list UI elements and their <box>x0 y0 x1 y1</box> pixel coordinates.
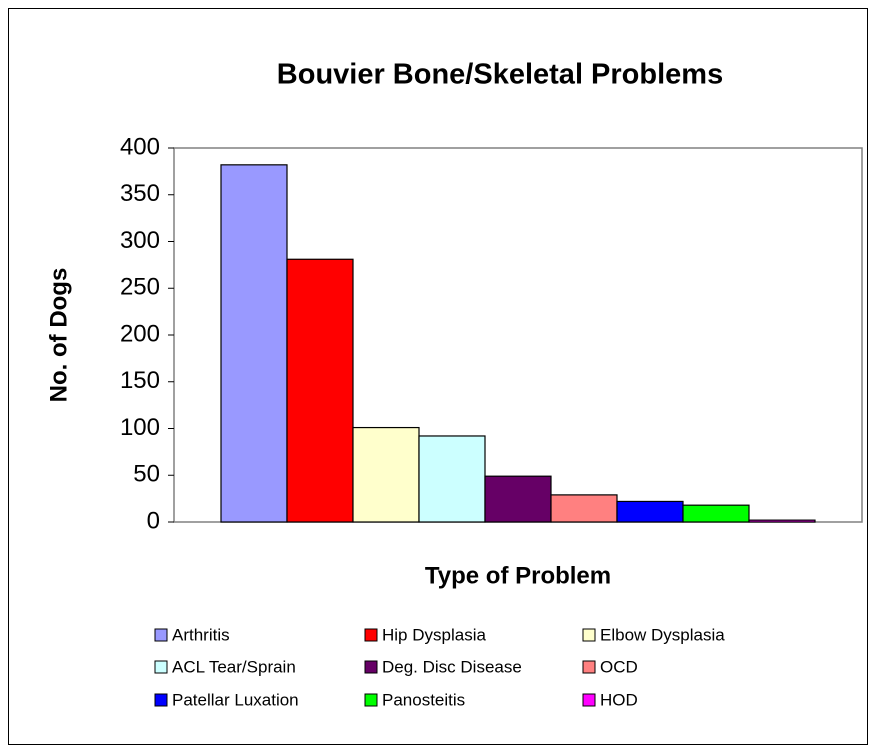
bar <box>418 435 486 523</box>
bar <box>220 164 288 523</box>
bar <box>484 475 552 523</box>
legend-swatch <box>582 693 596 707</box>
legend-swatch <box>364 693 378 707</box>
y-tick-label: 300 <box>120 227 160 254</box>
legend-swatch <box>154 628 168 642</box>
legend-label: Arthritis <box>172 625 230 644</box>
bar <box>550 494 618 523</box>
x-axis-label: Type of Problem <box>425 562 611 589</box>
legend-label: OCD <box>600 657 638 676</box>
legend-label: Deg. Disc Disease <box>382 657 522 676</box>
legend-swatch <box>154 693 168 707</box>
y-tick-label: 150 <box>120 367 160 394</box>
chart-border <box>8 8 868 745</box>
legend-swatch <box>582 660 596 674</box>
y-tick-label: 100 <box>120 414 160 441</box>
legend-swatch <box>364 660 378 674</box>
y-tick-label: 350 <box>120 180 160 207</box>
legend-label: Elbow Dysplasia <box>600 625 725 644</box>
legend-label: Panosteitis <box>382 690 465 709</box>
bar <box>286 258 354 523</box>
bar <box>616 500 684 523</box>
legend-label: Patellar Luxation <box>172 690 299 709</box>
y-tick-label: 400 <box>120 133 160 160</box>
chart-title: Bouvier Bone/Skeletal Problems <box>277 59 723 91</box>
legend-swatch <box>154 660 168 674</box>
bar <box>682 504 750 523</box>
y-tick-label: 50 <box>133 461 160 488</box>
y-axis-label: No. of Dogs <box>45 268 72 403</box>
bar <box>352 426 420 523</box>
legend-swatch <box>582 628 596 642</box>
y-tick-label: 200 <box>120 320 160 347</box>
bar <box>748 519 816 523</box>
y-tick-label: 0 <box>147 507 160 534</box>
legend-label: HOD <box>600 690 638 709</box>
legend-label: Hip Dysplasia <box>382 625 486 644</box>
legend-swatch <box>364 628 378 642</box>
legend-label: ACL Tear/Sprain <box>172 657 296 676</box>
y-tick-label: 250 <box>120 274 160 301</box>
